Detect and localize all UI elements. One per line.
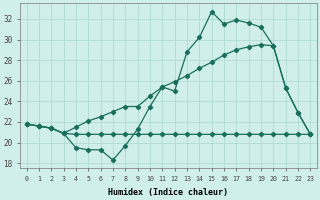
X-axis label: Humidex (Indice chaleur): Humidex (Indice chaleur) [108,188,228,197]
